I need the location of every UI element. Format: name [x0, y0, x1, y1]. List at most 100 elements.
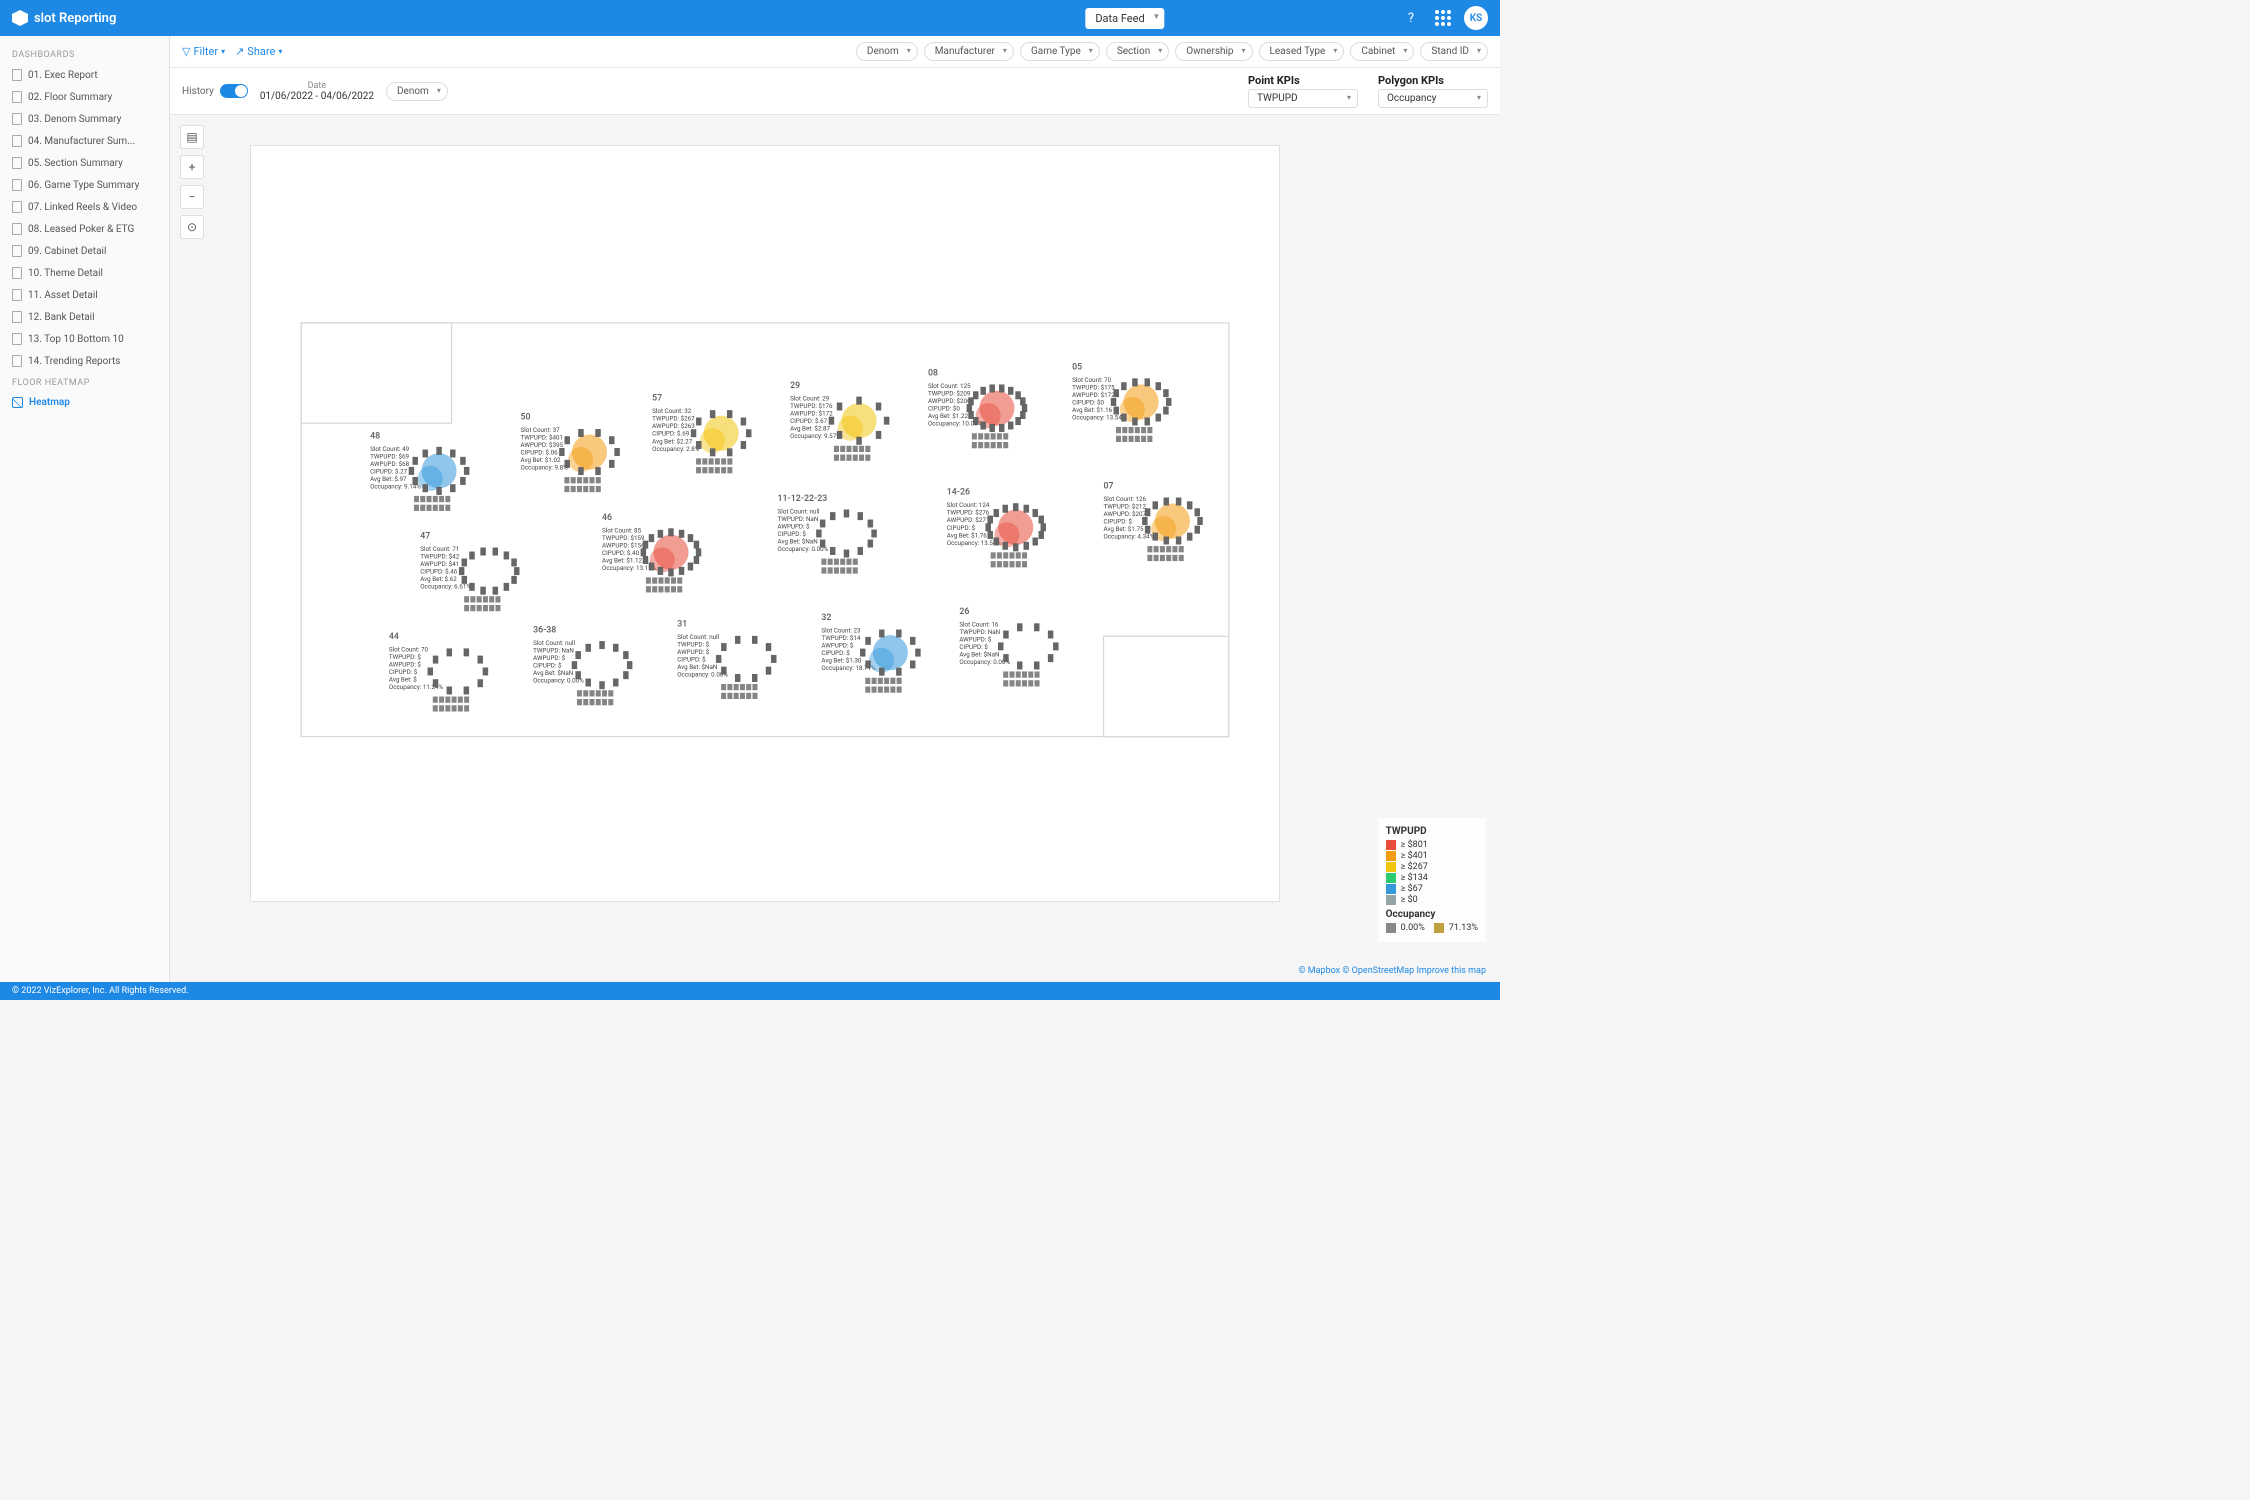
improve-map-link[interactable]: Improve this map	[1416, 966, 1486, 976]
sidebar-item-0[interactable]: 01. Exec Report	[0, 64, 169, 86]
layers-icon[interactable]: ▤	[180, 125, 204, 149]
app-root: slot Reporting Data Feed ? KS DASHBOARDS…	[0, 0, 1500, 1000]
svg-text:32: 32	[821, 613, 831, 623]
document-icon	[12, 311, 22, 323]
legend: TWPUPD ≥ $801≥ $401≥ $267≥ $134≥ $67≥ $0…	[1378, 818, 1486, 942]
filter-ownership[interactable]: Ownership	[1175, 42, 1252, 61]
sidebar-section-heatmap: FLOOR HEATMAP	[0, 372, 169, 392]
sidebar-item-label: 08. Leased Poker & ETG	[28, 224, 134, 235]
toolbar-controls: History Date 01/06/2022 - 04/06/2022 Den…	[170, 68, 1500, 115]
avatar[interactable]: KS	[1464, 6, 1488, 30]
svg-text:07: 07	[1103, 481, 1113, 491]
floor-svg[interactable]: 48Slot Count: 49TWPUPD: $69AWPUPD: $68CI…	[251, 146, 1279, 901]
map-icon	[12, 397, 23, 408]
sidebar-item-4[interactable]: 05. Section Summary	[0, 152, 169, 174]
filter-button[interactable]: ▽ Filter	[182, 45, 225, 58]
point-kpi-label: Point KPIs	[1248, 74, 1358, 87]
help-icon[interactable]: ?	[1400, 7, 1422, 29]
denom-select-inline[interactable]: Denom	[386, 82, 448, 101]
sidebar-item-2[interactable]: 03. Denom Summary	[0, 108, 169, 130]
polygon-kpi-label: Polygon KPIs	[1378, 74, 1488, 87]
filter-leased-type[interactable]: Leased Type	[1259, 42, 1345, 61]
filter-cabinet[interactable]: Cabinet	[1350, 42, 1414, 61]
mapbox-link[interactable]: © Mapbox	[1298, 966, 1340, 976]
svg-text:29: 29	[790, 381, 800, 391]
logo-icon	[12, 10, 28, 26]
svg-text:11-12-22-23: 11-12-22-23	[778, 494, 828, 504]
zoom-out-icon[interactable]: −	[180, 185, 204, 209]
legend-row: ≥ $0	[1386, 895, 1478, 905]
sidebar-item-9[interactable]: 10. Theme Detail	[0, 262, 169, 284]
sidebar-item-label: 06. Game Type Summary	[28, 180, 139, 191]
svg-text:Occupancy: 9.8%: Occupancy: 9.8%	[521, 464, 569, 472]
sidebar-item-label: 14. Trending Reports	[28, 356, 120, 367]
topbar: slot Reporting Data Feed ? KS	[0, 0, 1500, 36]
svg-text:05: 05	[1072, 362, 1082, 372]
legend-row: ≥ $67	[1386, 884, 1478, 894]
svg-text:Occupancy: 0.00%: Occupancy: 0.00%	[959, 658, 1010, 666]
svg-text:Occupancy: 9.57%: Occupancy: 9.57%	[790, 432, 841, 440]
document-icon	[12, 289, 22, 301]
sidebar-item-5[interactable]: 06. Game Type Summary	[0, 174, 169, 196]
app-title: slot Reporting	[34, 11, 116, 26]
document-icon	[12, 113, 22, 125]
legend-row: ≥ $801	[1386, 840, 1478, 850]
document-icon	[12, 333, 22, 345]
svg-text:57: 57	[652, 394, 662, 404]
sidebar-item-3[interactable]: 04. Manufacturer Sum...	[0, 130, 169, 152]
sidebar-section-dashboards: DASHBOARDS	[0, 44, 169, 64]
sidebar-item-label: 05. Section Summary	[28, 158, 123, 169]
apps-icon[interactable]	[1432, 7, 1454, 29]
map-area[interactable]: ▤ + − ⊙ 48Slot Count: 49TWPUPD: $69AWPUP…	[170, 115, 1500, 982]
compass-icon[interactable]: ⊙	[180, 215, 204, 239]
app-logo: slot Reporting	[12, 10, 116, 26]
sidebar-item-13[interactable]: 14. Trending Reports	[0, 350, 169, 372]
svg-text:Occupancy: 13.11%: Occupancy: 13.11%	[602, 564, 657, 572]
polygon-kpi-select[interactable]: Occupancy	[1378, 89, 1488, 108]
share-button[interactable]: ↗ Share	[235, 45, 282, 58]
point-kpi-select[interactable]: TWPUPD	[1248, 89, 1358, 108]
document-icon	[12, 91, 22, 103]
sidebar-item-heatmap[interactable]: Heatmap	[0, 392, 169, 413]
sidebar-item-label: 07. Linked Reels & Video	[28, 202, 137, 213]
floor-plan: 48Slot Count: 49TWPUPD: $69AWPUPD: $68CI…	[250, 145, 1280, 902]
filter-stand-id[interactable]: Stand ID	[1420, 42, 1488, 61]
sidebar-item-label: 02. Floor Summary	[28, 92, 112, 103]
sidebar-item-11[interactable]: 12. Bank Detail	[0, 306, 169, 328]
filter-section[interactable]: Section	[1106, 42, 1169, 61]
sidebar-item-label: 12. Bank Detail	[28, 312, 95, 323]
sidebar-item-label: 13. Top 10 Bottom 10	[28, 334, 124, 345]
svg-text:48: 48	[370, 431, 380, 441]
document-icon	[12, 355, 22, 367]
svg-text:47: 47	[420, 532, 430, 542]
svg-text:Occupancy: 2.8%: Occupancy: 2.8%	[652, 445, 700, 453]
sidebar-item-10[interactable]: 11. Asset Detail	[0, 284, 169, 306]
document-icon	[12, 223, 22, 235]
data-feed-select[interactable]: Data Feed	[1085, 8, 1164, 29]
osm-link[interactable]: © OpenStreetMap	[1342, 966, 1414, 976]
date-range[interactable]: Date 01/06/2022 - 04/06/2022	[260, 81, 374, 102]
sidebar-item-7[interactable]: 08. Leased Poker & ETG	[0, 218, 169, 240]
sidebar-item-12[interactable]: 13. Top 10 Bottom 10	[0, 328, 169, 350]
zoom-in-icon[interactable]: +	[180, 155, 204, 179]
document-icon	[12, 245, 22, 257]
filter-manufacturer[interactable]: Manufacturer	[924, 42, 1014, 61]
sidebar-item-label: 09. Cabinet Detail	[28, 246, 106, 257]
filter-game-type[interactable]: Game Type	[1020, 42, 1100, 61]
document-icon	[12, 267, 22, 279]
svg-text:14-26: 14-26	[947, 488, 970, 498]
legend-row: ≥ $134	[1386, 873, 1478, 883]
svg-text:36-38: 36-38	[533, 626, 556, 636]
main-panel: ▽ Filter ↗ Share Denom Manufacturer Game T…	[170, 36, 1500, 982]
sidebar-item-6[interactable]: 07. Linked Reels & Video	[0, 196, 169, 218]
sidebar-item-label: 10. Theme Detail	[28, 268, 103, 279]
sidebar-item-label: Heatmap	[29, 397, 70, 408]
svg-text:46: 46	[602, 513, 612, 523]
sidebar-item-8[interactable]: 09. Cabinet Detail	[0, 240, 169, 262]
history-toggle[interactable]	[220, 84, 248, 98]
filter-denom[interactable]: Denom	[856, 42, 918, 61]
sidebar-item-1[interactable]: 02. Floor Summary	[0, 86, 169, 108]
svg-text:Occupancy: 13.54%: Occupancy: 13.54%	[947, 539, 1002, 547]
legend-occ: 0.00% 71.13%	[1386, 923, 1478, 933]
legend-row: ≥ $401	[1386, 851, 1478, 861]
